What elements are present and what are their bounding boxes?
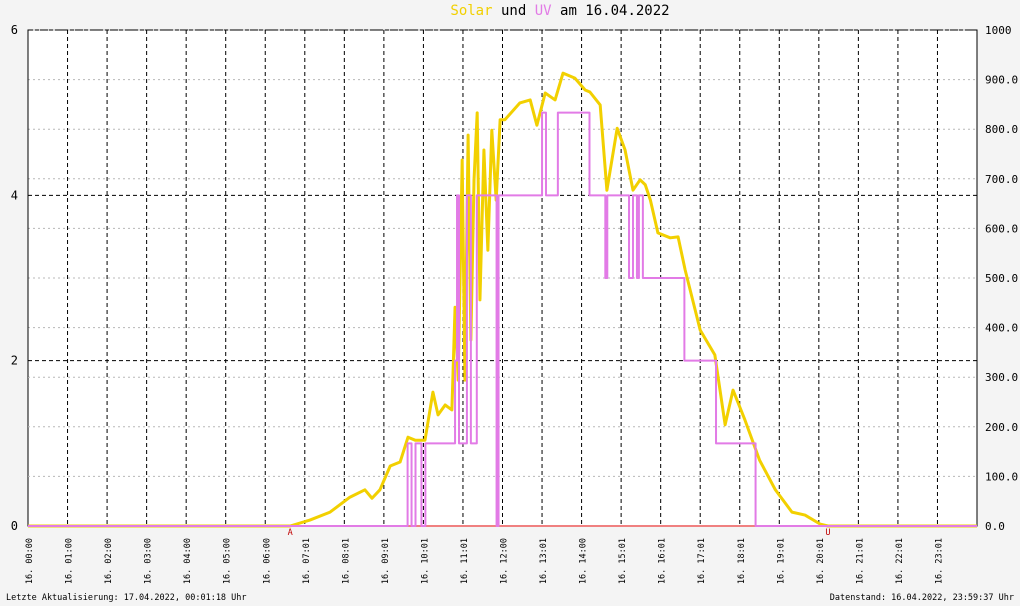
x-tick-label: 16. 12:00 (500, 538, 510, 584)
title-solar: Solar (450, 3, 492, 19)
x-tick-label: 16. 05:00 (223, 538, 233, 584)
x-tick-label: 16. 17:01 (697, 538, 707, 584)
x-tick-label: 16. 19:01 (776, 538, 786, 584)
x-tick-label: 16. 00:00 (25, 538, 35, 584)
y2-tick-label: 300.0 (985, 371, 1018, 384)
series-line (28, 111, 977, 527)
annotation: A (288, 528, 293, 538)
x-tick-label: 16. 16:01 (658, 538, 668, 584)
x-tick-label: 16. 09:01 (381, 538, 391, 584)
x-tick-label: 16. 07:01 (302, 538, 312, 584)
x-tick-label: 16. 18:01 (737, 538, 747, 584)
footer-left: Letzte Aktualisierung: 17.04.2022, 00:01… (6, 593, 247, 603)
y-tick-label: 4 (11, 188, 18, 202)
y2-tick-label: 200.0 (985, 421, 1018, 434)
y2-tick-label: 600.0 (985, 222, 1018, 235)
x-tick-label: 16. 20:01 (816, 538, 826, 584)
x-tick-label: 16. 15:01 (618, 538, 628, 584)
y2-tick-label: 1000 (985, 24, 1012, 37)
x-tick-label: 16. 21:01 (855, 538, 865, 584)
x-tick-label: 16. 23:01 (934, 538, 944, 584)
x-tick-label: 16. 14:00 (579, 538, 589, 584)
y2-tick-label: 0.0 (985, 520, 1005, 533)
y-tick-label: 2 (11, 354, 18, 368)
y2-tick-label: 400.0 (985, 322, 1018, 335)
y2-tick-label: 800.0 (985, 123, 1018, 136)
y2-tick-label: 100.0 (985, 470, 1018, 483)
annotation: U (825, 528, 830, 538)
title-uv: UV (535, 3, 552, 19)
x-tick-label: 16. 02:00 (104, 538, 114, 584)
x-tick-label: 16. 11:01 (460, 538, 470, 584)
chart-title: Solar und UV am 16.04.2022 (450, 3, 669, 19)
title-und: und (501, 3, 526, 19)
x-tick-label: 16. 13:01 (539, 538, 549, 584)
x-tick-label: 16. 01:00 (65, 538, 75, 584)
footer-right: Datenstand: 16.04.2022, 23:59:37 Uhr (830, 593, 1014, 603)
y2-tick-label: 700.0 (985, 173, 1018, 186)
y-tick-label: 6 (11, 23, 18, 37)
x-tick-label: 16. 04:00 (183, 538, 193, 584)
x-tick-label: 16. 03:00 (144, 538, 154, 584)
x-tick-label: 16. 06:00 (262, 538, 272, 584)
y2-tick-label: 900.0 (985, 74, 1018, 87)
x-tick-label: 16. 22:01 (895, 538, 905, 584)
y-tick-label: 0 (11, 519, 18, 533)
x-tick-label: 16. 08:01 (341, 538, 351, 584)
series-line (28, 71, 977, 528)
y2-tick-label: 500.0 (985, 272, 1018, 285)
title-date: am 16.04.2022 (560, 3, 670, 19)
x-tick-label: 16. 10:01 (420, 538, 430, 584)
